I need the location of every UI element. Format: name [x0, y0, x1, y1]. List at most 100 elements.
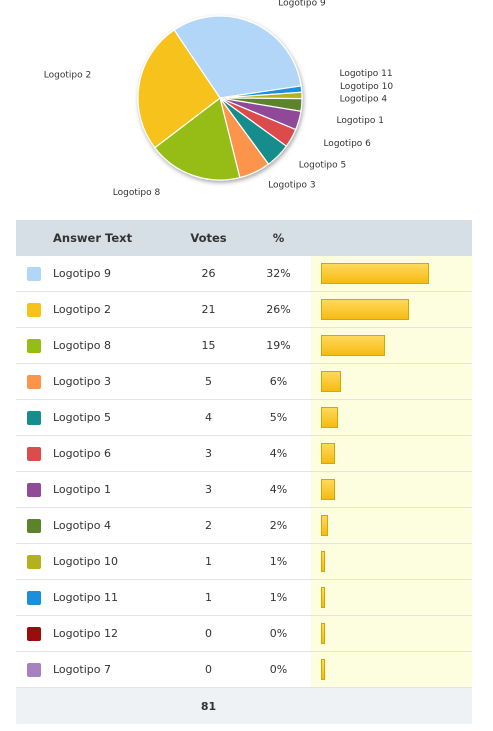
swatch-cell: [16, 543, 52, 580]
table-row: Logotipo 1 3 4%: [16, 471, 472, 508]
vote-percent: 4%: [246, 471, 311, 508]
table-row: Logotipo 4 2 2%: [16, 507, 472, 544]
color-swatch: [27, 266, 41, 281]
swatch-cell: [16, 435, 52, 472]
vote-count: 1: [171, 543, 246, 580]
vote-percent: 32%: [246, 256, 311, 292]
vote-percent: 6%: [246, 363, 311, 400]
vote-count: 3: [171, 471, 246, 508]
pie-slice-label: Logotipo 11: [339, 69, 392, 79]
color-swatch: [27, 410, 41, 425]
bar-cell: [311, 256, 472, 292]
vote-percent: 1%: [246, 543, 311, 580]
pie-slice-label: Logotipo 3: [268, 180, 315, 190]
table-row: Logotipo 2 21 26%: [16, 291, 472, 328]
result-bar: [321, 263, 429, 284]
result-bar: [321, 479, 335, 500]
color-swatch: [27, 662, 41, 677]
table-row: Logotipo 12 0 0%: [16, 615, 472, 652]
swatch-cell: [16, 399, 52, 436]
swatch-cell: [16, 256, 52, 292]
pie-slice: [173, 15, 302, 99]
vote-percent: 26%: [246, 291, 311, 328]
color-swatch: [27, 374, 41, 389]
vote-count: 1: [171, 579, 246, 616]
result-bar: [321, 587, 325, 608]
pie-slice: [153, 96, 241, 181]
swatch-cell: [16, 579, 52, 616]
swatch-cell: [16, 291, 52, 328]
percent-header: %: [246, 220, 311, 256]
vote-count: 5: [171, 363, 246, 400]
answer-label: Logotipo 1: [52, 471, 171, 508]
color-swatch: [27, 446, 41, 461]
bar-cell: [311, 327, 472, 364]
total-row: 81: [16, 687, 472, 724]
vote-percent: 0%: [246, 615, 311, 652]
table-row: Logotipo 11 1 1%: [16, 579, 472, 616]
answer-label: Logotipo 12: [52, 615, 171, 652]
vote-percent: 2%: [246, 507, 311, 544]
vote-count: 3: [171, 435, 246, 472]
table-row: Logotipo 6 3 4%: [16, 435, 472, 472]
vote-percent: 4%: [246, 435, 311, 472]
answer-label: Logotipo 4: [52, 507, 171, 544]
bar-cell: [311, 471, 472, 508]
bar-cell: [311, 435, 472, 472]
total-votes: 81: [171, 687, 246, 724]
result-bar: [321, 407, 338, 428]
table-row: Logotipo 5 4 5%: [16, 399, 472, 436]
vote-count: 2: [171, 507, 246, 544]
pie-slice-label: Logotipo 1: [337, 116, 384, 126]
answer-label: Logotipo 7: [52, 651, 171, 688]
answer-label: Logotipo 11: [52, 579, 171, 616]
vote-count: 4: [171, 399, 246, 436]
pie-slice: [137, 29, 221, 149]
color-swatch: [27, 518, 41, 533]
pie-slice-label: Logotipo 6: [323, 139, 371, 149]
result-bar: [321, 443, 335, 464]
swatch-cell: [16, 363, 52, 400]
color-swatch: [27, 554, 41, 569]
bar-cell: [311, 291, 472, 328]
answer-text-header: Answer Text: [52, 220, 171, 256]
vote-count: 0: [171, 651, 246, 688]
result-bar: [321, 623, 325, 644]
bar-cell: [311, 363, 472, 400]
vote-count: 21: [171, 291, 246, 328]
table-row: Logotipo 3 5 6%: [16, 363, 472, 400]
table-row: Logotipo 9 26 32%: [16, 256, 472, 292]
result-bar: [321, 371, 342, 392]
bar-column-header: [311, 220, 472, 256]
table-row: Logotipo 8 15 19%: [16, 327, 472, 364]
swatch-cell: [16, 327, 52, 364]
pie-slice-label: Logotipo 4: [340, 95, 388, 105]
swatch-cell: [16, 507, 52, 544]
bar-cell: [311, 579, 472, 616]
color-swatch: [27, 482, 41, 497]
votes-header: Votes: [171, 220, 246, 256]
vote-count: 0: [171, 615, 246, 652]
table-row: Logotipo 10 1 1%: [16, 543, 472, 580]
pie-slice-label: Logotipo 10: [340, 82, 393, 92]
results-table: Answer Text Votes % Logotipo 9 26 32% Logot…: [16, 220, 472, 724]
answer-label: Logotipo 3: [52, 363, 171, 400]
result-bar: [321, 335, 386, 356]
swatch-column-header: [16, 220, 52, 256]
pie-chart: Logotipo 9 Logotipo 11 Logotipo 10 Logotipo…: [44, 0, 394, 198]
answer-label: Logotipo 6: [52, 435, 171, 472]
pie-slice-label: Logotipo 9: [278, 0, 326, 9]
pie-slice-label: Logotipo 2: [44, 70, 91, 80]
vote-percent: 0%: [246, 651, 311, 688]
answer-label: Logotipo 8: [52, 327, 171, 364]
vote-count: 15: [171, 327, 246, 364]
table-row: Logotipo 7 0 0%: [16, 651, 472, 688]
swatch-cell: [16, 471, 52, 508]
pie-slice-label: Logotipo 5: [299, 161, 346, 171]
color-swatch: [27, 302, 41, 317]
result-bar: [321, 551, 325, 572]
swatch-cell: [16, 615, 52, 652]
vote-percent: 5%: [246, 399, 311, 436]
result-bar: [321, 659, 325, 680]
